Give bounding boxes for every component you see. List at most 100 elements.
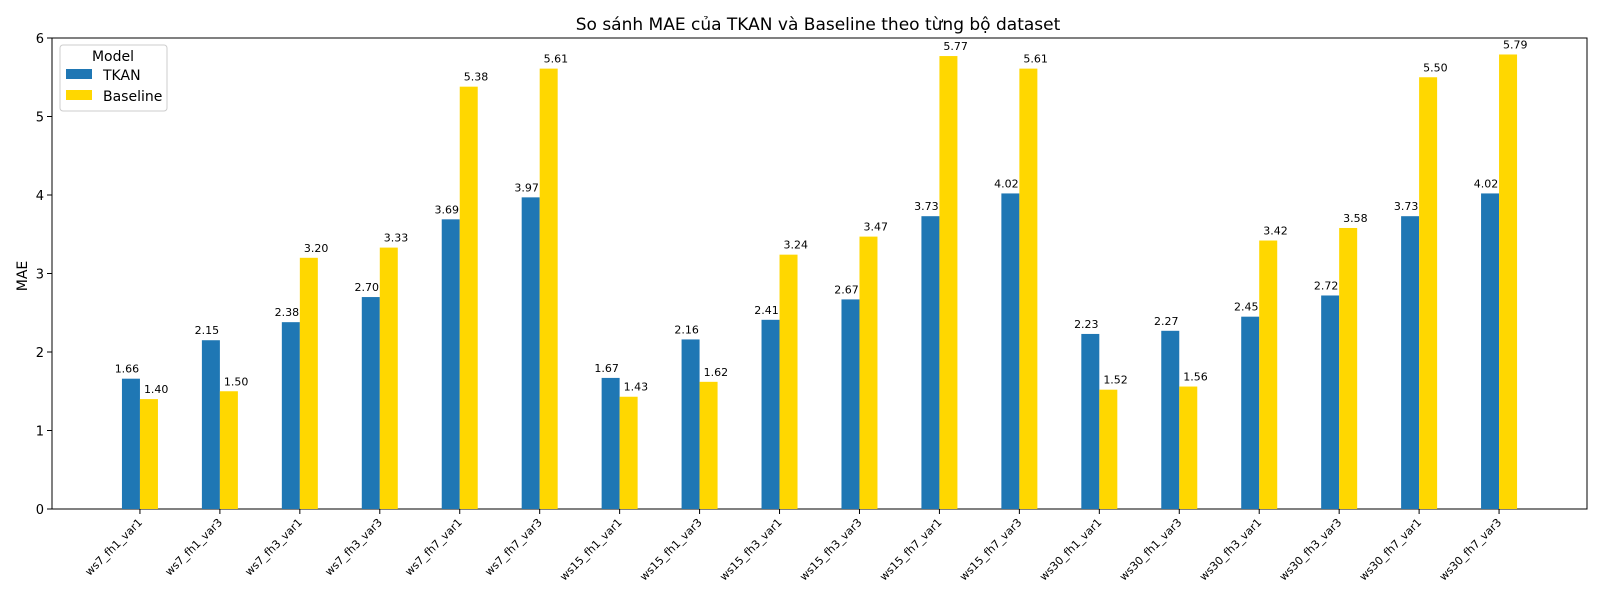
bar-value-label: 1.67 bbox=[594, 362, 619, 375]
bar-value-label: 2.72 bbox=[1314, 279, 1339, 292]
x-tick-label: ws30_fh1_var3 bbox=[1117, 516, 1184, 583]
bar-value-label: 5.77 bbox=[943, 40, 968, 53]
bar-tkan bbox=[521, 197, 540, 510]
bar-value-label: 5.61 bbox=[1023, 53, 1048, 66]
bar-baseline bbox=[379, 247, 398, 509]
bar-baseline bbox=[1499, 54, 1518, 510]
bar-value-label: 2.23 bbox=[1074, 318, 1099, 331]
bar-baseline bbox=[1099, 389, 1118, 509]
bar-tkan bbox=[441, 219, 460, 509]
bar-value-label: 3.97 bbox=[514, 181, 539, 194]
bar-baseline bbox=[619, 396, 638, 509]
x-tick-label: ws30_fh7_var3 bbox=[1437, 516, 1504, 583]
bar-tkan bbox=[1161, 330, 1180, 509]
bar-tkan bbox=[281, 322, 300, 509]
x-tick-label: ws7_fh7_var3 bbox=[482, 516, 544, 578]
bar-value-label: 1.56 bbox=[1183, 371, 1208, 384]
x-tick-label: ws15_fh1_var1 bbox=[557, 516, 624, 583]
bar-value-label: 3.73 bbox=[914, 200, 939, 213]
bar-value-label: 4.02 bbox=[1474, 177, 1499, 190]
y-tick-label: 4 bbox=[36, 189, 44, 204]
bar-baseline bbox=[939, 56, 958, 510]
bar-value-label: 3.20 bbox=[304, 242, 329, 255]
bar-value-label: 1.50 bbox=[224, 375, 249, 388]
x-tick-label: ws7_fh1_var3 bbox=[163, 516, 225, 578]
x-tick-label: ws7_fh1_var1 bbox=[83, 516, 145, 578]
bar-value-label: 2.41 bbox=[754, 304, 779, 317]
y-tick-label: 1 bbox=[36, 425, 44, 440]
bar-value-label: 1.66 bbox=[115, 363, 140, 376]
legend: Model TKAN Baseline bbox=[59, 44, 168, 112]
bar-baseline bbox=[1179, 386, 1198, 509]
legend-swatch bbox=[66, 90, 92, 100]
bar-baseline bbox=[1339, 227, 1358, 509]
bar-baseline bbox=[459, 86, 478, 510]
bar-value-label: 3.69 bbox=[434, 203, 459, 216]
bar-tkan bbox=[1321, 295, 1340, 509]
bar-baseline bbox=[299, 257, 318, 509]
bar-tkan bbox=[601, 377, 620, 509]
x-tick-label: ws15_fh3_var1 bbox=[717, 516, 784, 583]
x-tick-label: ws30_fh3_var3 bbox=[1277, 516, 1344, 583]
bar-tkan bbox=[1001, 193, 1020, 509]
x-tick-label: ws7_fh3_var1 bbox=[242, 516, 304, 578]
bar-value-label: 1.52 bbox=[1103, 374, 1128, 387]
x-tick-label: ws7_fh3_var3 bbox=[322, 516, 384, 578]
y-tick-label: 0 bbox=[36, 503, 44, 518]
bar-baseline bbox=[859, 236, 878, 510]
bar-baseline bbox=[779, 254, 798, 509]
y-axis-label: MAE bbox=[15, 261, 31, 292]
bar-tkan bbox=[761, 319, 780, 509]
bar-baseline bbox=[139, 399, 158, 509]
bar-value-label: 1.40 bbox=[144, 383, 169, 396]
bar-value-label: 1.43 bbox=[624, 381, 649, 394]
y-tick-label: 3 bbox=[36, 268, 44, 283]
bar-value-label: 3.58 bbox=[1343, 212, 1368, 225]
bar-value-label: 3.24 bbox=[784, 239, 809, 252]
bar-tkan bbox=[841, 299, 860, 509]
y-tick-label: 2 bbox=[36, 346, 44, 361]
y-tick-label: 6 bbox=[36, 32, 44, 47]
x-tick-label: ws15_fh7_var3 bbox=[957, 516, 1024, 583]
bar-value-label: 2.45 bbox=[1234, 301, 1259, 314]
bar-tkan bbox=[921, 216, 940, 509]
bar-value-label: 2.70 bbox=[355, 281, 380, 294]
bar-baseline bbox=[1419, 77, 1438, 509]
bar-baseline bbox=[219, 391, 238, 509]
x-tick-label: ws15_fh7_var1 bbox=[877, 516, 944, 583]
bar-tkan bbox=[1401, 216, 1420, 509]
bar-value-label: 2.15 bbox=[195, 324, 220, 337]
bar-baseline bbox=[1019, 68, 1038, 510]
bar-value-label: 3.33 bbox=[384, 232, 409, 245]
bar-value-label: 2.38 bbox=[275, 306, 300, 319]
chart-title: So sánh MAE của TKAN và Baseline theo từ… bbox=[576, 15, 1061, 35]
bar-tkan bbox=[121, 378, 140, 509]
bar-value-label: 2.16 bbox=[674, 323, 699, 336]
bar-value-label: 5.38 bbox=[464, 71, 489, 84]
legend-label: TKAN bbox=[102, 68, 141, 84]
legend-label: Baseline bbox=[103, 89, 162, 105]
x-tick-label: ws30_fh7_var1 bbox=[1357, 516, 1424, 583]
x-tick-label: ws15_fh3_var3 bbox=[797, 516, 864, 583]
bar-tkan bbox=[1241, 316, 1260, 509]
bar-value-label: 1.62 bbox=[704, 366, 729, 379]
bar-tkan bbox=[1481, 193, 1500, 509]
bar-value-label: 5.79 bbox=[1503, 38, 1528, 51]
x-tick-label: ws15_fh1_var3 bbox=[637, 516, 704, 583]
legend-swatch bbox=[66, 69, 92, 79]
bar-value-label: 5.50 bbox=[1423, 61, 1448, 74]
legend-title: Model bbox=[92, 49, 134, 65]
x-tick-label: ws30_fh1_var1 bbox=[1037, 516, 1104, 583]
bar-value-label: 3.42 bbox=[1263, 225, 1288, 238]
bar-tkan bbox=[681, 339, 700, 509]
plot-area: 0 1 2 3 4 5 6 ws7_fh1_var1 1.66 1.40 ws7_fh1_var3 2… bbox=[36, 32, 1588, 583]
bar-value-label: 2.27 bbox=[1154, 315, 1179, 328]
bar-value-label: 2.67 bbox=[834, 283, 859, 296]
bar-value-label: 3.47 bbox=[863, 221, 888, 234]
bar-value-label: 4.02 bbox=[994, 177, 1019, 190]
bar-tkan bbox=[1081, 333, 1100, 509]
bar-baseline bbox=[1259, 240, 1278, 509]
bar-tkan bbox=[201, 340, 220, 509]
bar-baseline bbox=[539, 68, 558, 510]
